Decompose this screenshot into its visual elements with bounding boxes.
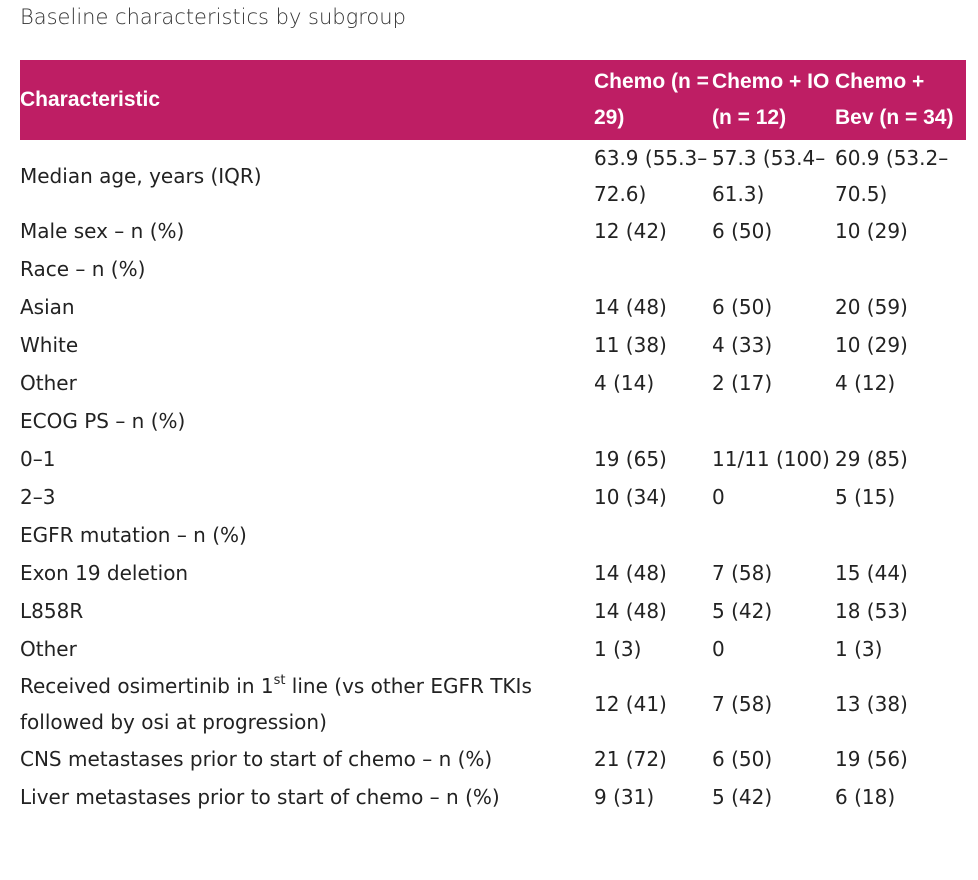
cell-chemo: 12 (42) bbox=[594, 219, 667, 243]
cell-chemo: 14 (48) bbox=[594, 295, 667, 319]
row-label: 0–1 bbox=[20, 447, 56, 471]
cell-chemo-bev: 10 (29) bbox=[835, 219, 908, 243]
table-row: Male sex – n (%) 12 (42) 6 (50) 10 (29) bbox=[20, 212, 966, 250]
cell-chemo: 14 (48) bbox=[594, 599, 667, 623]
cell-chemo-bev: 18 (53) bbox=[835, 599, 908, 623]
table-row: Liver metastases prior to start of chemo… bbox=[20, 778, 966, 816]
row-label: Male sex – n (%) bbox=[20, 219, 185, 243]
cell-chemo-bev: 4 (12) bbox=[835, 371, 896, 395]
cell-chemo-bev: 13 (38) bbox=[835, 692, 908, 716]
table-row: Exon 19 deletion 14 (48) 7 (58) 15 (44) bbox=[20, 554, 966, 592]
cell-chemo-io: 57.3 (53.4–61.3) bbox=[712, 146, 826, 206]
cell-chemo: 1 (3) bbox=[594, 637, 642, 661]
table-row: L858R 14 (48) 5 (42) 18 (53) bbox=[20, 592, 966, 630]
cell-chemo bbox=[592, 516, 710, 554]
cell-chemo: 21 (72) bbox=[594, 747, 667, 771]
cell-chemo bbox=[592, 250, 710, 288]
cell-chemo-io: 4 (33) bbox=[712, 333, 773, 357]
table-caption: Baseline characteristics by subgroup bbox=[20, 5, 406, 29]
table-row: Received osimertinib in 1st line (vs oth… bbox=[20, 668, 966, 740]
table-row: Other 4 (14) 2 (17) 4 (12) bbox=[20, 364, 966, 402]
row-label: Asian bbox=[20, 295, 75, 319]
cell-chemo-io: 0 bbox=[712, 485, 725, 509]
table-row: Median age, years (IQR) 63.9 (55.3–72.6)… bbox=[20, 140, 966, 212]
cell-chemo-io: 6 (50) bbox=[712, 295, 773, 319]
table-row: Other 1 (3) 0 1 (3) bbox=[20, 630, 966, 668]
cell-chemo-io: 7 (58) bbox=[712, 561, 773, 585]
header-chemo-bev: Chemo + Bev (n = 34) bbox=[835, 70, 954, 129]
row-label: Liver metastases prior to start of chemo… bbox=[20, 785, 500, 809]
table-row: White 11 (38) 4 (33) 10 (29) bbox=[20, 326, 966, 364]
cell-chemo: 12 (41) bbox=[594, 692, 667, 716]
cell-chemo-bev: 20 (59) bbox=[835, 295, 908, 319]
cell-chemo: 11 (38) bbox=[594, 333, 667, 357]
cell-chemo-io bbox=[710, 402, 833, 440]
table-row: CNS metastases prior to start of chemo –… bbox=[20, 740, 966, 778]
table-row: Asian 14 (48) 6 (50) 20 (59) bbox=[20, 288, 966, 326]
cell-chemo: 19 (65) bbox=[594, 447, 667, 471]
row-label: EGFR mutation – n (%) bbox=[20, 523, 247, 547]
cell-chemo-io: 0 bbox=[712, 637, 725, 661]
row-label: Exon 19 deletion bbox=[20, 561, 189, 585]
header-chemo-io: Chemo + IO (n = 12) bbox=[712, 70, 830, 129]
table-row: EGFR mutation – n (%) bbox=[20, 516, 966, 554]
cell-chemo: 10 (34) bbox=[594, 485, 667, 509]
row-label: Other bbox=[20, 371, 77, 395]
cell-chemo-io: 6 (50) bbox=[712, 747, 773, 771]
cell-chemo-io: 7 (58) bbox=[712, 692, 773, 716]
baseline-characteristics-table: Characteristic Chemo (n = 29) Chemo + IO… bbox=[20, 60, 966, 816]
cell-chemo-io bbox=[710, 250, 833, 288]
table-row: Race – n (%) bbox=[20, 250, 966, 288]
cell-chemo: 14 (48) bbox=[594, 561, 667, 585]
cell-chemo-io: 5 (42) bbox=[712, 599, 773, 623]
table-row: 0–1 19 (65) 11/11 (100) 29 (85) bbox=[20, 440, 966, 478]
cell-chemo-bev: 29 (85) bbox=[835, 447, 908, 471]
row-label: CNS metastases prior to start of chemo –… bbox=[20, 747, 493, 771]
cell-chemo-bev bbox=[833, 250, 966, 288]
cell-chemo bbox=[592, 402, 710, 440]
cell-chemo-io: 2 (17) bbox=[712, 371, 773, 395]
row-label: Median age, years (IQR) bbox=[20, 164, 262, 188]
cell-chemo-bev: 15 (44) bbox=[835, 561, 908, 585]
header-characteristic: Characteristic bbox=[20, 88, 161, 111]
cell-chemo-bev: 10 (29) bbox=[835, 333, 908, 357]
cell-chemo-bev: 60.9 (53.2–70.5) bbox=[835, 146, 949, 206]
row-label: Received osimertinib in 1st line (vs oth… bbox=[20, 668, 592, 740]
cell-chemo-bev: 6 (18) bbox=[835, 785, 896, 809]
cell-chemo-bev: 19 (56) bbox=[835, 747, 908, 771]
cell-chemo-bev: 5 (15) bbox=[835, 485, 896, 509]
cell-chemo: 4 (14) bbox=[594, 371, 655, 395]
row-label: Other bbox=[20, 637, 77, 661]
cell-chemo: 63.9 (55.3–72.6) bbox=[594, 146, 708, 206]
row-label: 2–3 bbox=[20, 485, 56, 509]
cell-chemo-io: 11/11 (100) bbox=[712, 447, 830, 471]
row-label: ECOG PS – n (%) bbox=[20, 409, 186, 433]
cell-chemo-bev: 1 (3) bbox=[835, 637, 883, 661]
row-label-part: Received osimertinib in 1 bbox=[20, 674, 274, 698]
table-row: ECOG PS – n (%) bbox=[20, 402, 966, 440]
row-label: L858R bbox=[20, 599, 84, 623]
row-label: Race – n (%) bbox=[20, 257, 146, 281]
table-row: 2–3 10 (34) 0 5 (15) bbox=[20, 478, 966, 516]
cell-chemo-io: 5 (42) bbox=[712, 785, 773, 809]
table-header-row: Characteristic Chemo (n = 29) Chemo + IO… bbox=[20, 60, 966, 140]
header-chemo: Chemo (n = 29) bbox=[594, 70, 709, 129]
row-label: White bbox=[20, 333, 79, 357]
cell-chemo-bev bbox=[833, 402, 966, 440]
cell-chemo: 9 (31) bbox=[594, 785, 655, 809]
cell-chemo-bev bbox=[833, 516, 966, 554]
cell-chemo-io bbox=[710, 516, 833, 554]
row-label-superscript: st bbox=[273, 673, 286, 688]
cell-chemo-io: 6 (50) bbox=[712, 219, 773, 243]
row-label-part: line (vs other EGFR TKIs followed by osi… bbox=[20, 674, 532, 734]
